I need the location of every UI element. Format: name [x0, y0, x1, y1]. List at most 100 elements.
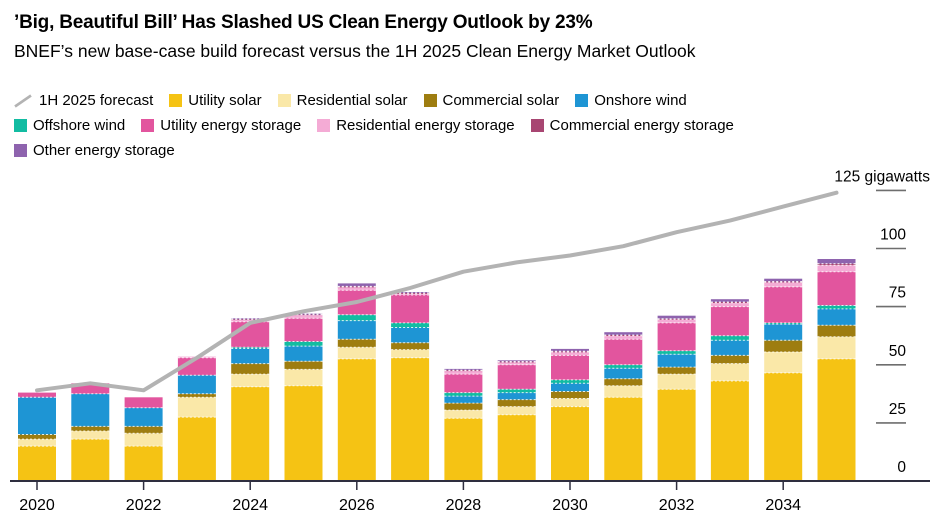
bar-segment-2031-residential-energy-storage [604, 335, 643, 340]
x-tick-label-2020: 2020 [19, 497, 55, 514]
bar-segment-2026-onshore-wind [337, 320, 376, 340]
bar-segment-2024-utility-solar [231, 386, 270, 481]
bar-segment-2024-other-energy-storage [231, 318, 270, 320]
x-tick-label-2032: 2032 [659, 497, 695, 514]
bar-segment-2031-offshore-wind [604, 364, 643, 369]
bar-segment-2028-commercial-energy-storage [444, 370, 483, 372]
bar-segment-2035-commercial-solar [817, 325, 856, 337]
bar-segment-2022-utility-solar [124, 446, 163, 481]
bar-segment-2021-residential-solar [71, 431, 110, 440]
bar-segment-2032-utility-solar [657, 389, 696, 481]
bar-segment-2034-onshore-wind [764, 324, 803, 341]
utility-solar-swatch-icon [169, 94, 183, 107]
chart-subtitle: BNEF’s new base-case build forecast vers… [14, 41, 696, 61]
bar-segment-2023-onshore-wind [177, 375, 216, 394]
x-tick-label-2022: 2022 [126, 497, 162, 514]
bar-segment-2025-commercial-solar [284, 361, 323, 370]
x-tick-label-2024: 2024 [232, 497, 268, 514]
bar-segment-2028-offshore-wind [444, 392, 483, 397]
bar-segment-2033-other-energy-storage [710, 299, 749, 302]
chart-area: 0 25 50 75 100 125 gigawatts 2020 2022 2024 2026 2… [0, 162, 932, 527]
residential-solar-swatch-icon [277, 94, 291, 107]
bar-segment-2029-residential-energy-storage [497, 362, 536, 365]
bar-segment-2021-utility-solar [71, 439, 110, 481]
bar-segment-2035-other-energy-storage [817, 259, 856, 264]
legend-item-residential-energy-storage: Residential energy storage [317, 117, 515, 134]
bar-segment-2027-onshore-wind [391, 327, 430, 343]
bar-segment-2031-residential-solar [604, 385, 643, 398]
bar-segment-2027-utility-solar [391, 357, 430, 481]
x-tick-label-2030: 2030 [552, 497, 588, 514]
bar-segment-2032-commercial-solar [657, 367, 696, 375]
legend-label: Other energy storage [33, 142, 175, 159]
y-tick-label-25: 25 [889, 401, 906, 418]
bar-segment-2025-offshore-wind [284, 341, 323, 347]
bar-segment-2027-other-energy-storage [391, 292, 430, 293]
onshore-wind-swatch-icon [575, 94, 589, 107]
bar-segment-2029-onshore-wind [497, 392, 536, 400]
bar-segment-2032-offshore-wind [657, 350, 696, 355]
bar-segment-2023-commercial-solar [177, 393, 216, 398]
bar-segment-2034-utility-energy-storage [764, 286, 803, 323]
bar-segment-2023-residential-solar [177, 397, 216, 418]
bar-segment-2035-onshore-wind [817, 308, 856, 326]
bar-segment-2029-offshore-wind [497, 389, 536, 393]
bar-segment-2025-residential-energy-storage [284, 314, 323, 319]
bar-segment-2035-residential-energy-storage [817, 265, 856, 272]
bar-segment-2024-utility-energy-storage [231, 321, 270, 348]
bar-segment-2025-utility-solar [284, 385, 323, 481]
bar-segment-2020-commercial-solar [18, 434, 56, 440]
legend-row: Offshore wind Utility energy storage Resid… [14, 113, 926, 138]
bar-segment-2034-residential-energy-storage [764, 282, 803, 287]
bar-segment-2035-offshore-wind [817, 305, 856, 309]
bar-segment-2024-offshore-wind [231, 347, 270, 349]
legend-item-1h-2025-forecast: 1H 2025 forecast [14, 92, 153, 109]
bar-segment-2031-utility-energy-storage [604, 339, 643, 365]
bar-segment-2029-other-energy-storage [497, 360, 536, 362]
bar-segment-2030-other-energy-storage [551, 348, 589, 352]
bar-segment-2024-residential-energy-storage [231, 319, 270, 322]
bar-segment-2035-commercial-energy-storage [817, 263, 856, 266]
legend-label: Onshore wind [594, 92, 687, 109]
bar-segment-2026-utility-solar [337, 358, 376, 481]
chart-svg: 0 25 50 75 100 125 gigawatts 2020 2022 2024 2026 2… [10, 168, 930, 514]
forecast-line-icon [14, 93, 32, 108]
bar-segment-2030-utility-energy-storage [551, 355, 589, 380]
bar-segment-2024-onshore-wind [231, 348, 270, 364]
bar-segment-2026-residential-solar [337, 347, 376, 359]
bar-segment-2021-onshore-wind [71, 393, 110, 427]
y-tick-label-75: 75 [889, 285, 906, 302]
bar-segment-2035-utility-energy-storage [817, 271, 856, 306]
bar-segment-2027-commercial-solar [391, 342, 430, 350]
bar-segment-2030-residential-solar [551, 398, 589, 407]
bar-segment-2028-other-energy-storage [444, 368, 483, 371]
bar-segment-2029-utility-energy-storage [497, 364, 536, 390]
legend-item-offshore-wind: Offshore wind [14, 117, 125, 134]
bar-segment-2033-utility-energy-storage [710, 306, 749, 336]
bar-segment-2031-commercial-energy-storage [604, 335, 643, 336]
bar-segment-2026-commercial-energy-storage [337, 286, 376, 288]
legend-item-utility-energy-storage: Utility energy storage [141, 117, 301, 134]
bar-segment-2034-other-energy-storage [764, 278, 803, 282]
forecast-line [35, 190, 839, 393]
bar-segment-2030-onshore-wind [551, 383, 589, 392]
legend-label: Utility energy storage [160, 117, 302, 134]
y-tick-label-50: 50 [889, 343, 907, 360]
y-tick-label-125: 125 gigawatts [834, 168, 930, 185]
bar-segment-2032-residential-energy-storage [657, 319, 696, 323]
bar-segment-2032-other-energy-storage [657, 315, 696, 319]
bar-segment-2033-commercial-energy-storage [710, 302, 749, 303]
bar-segment-2032-commercial-energy-storage [657, 318, 696, 320]
bar-segment-2028-commercial-solar [444, 403, 483, 411]
bar-segment-2023-utility-solar [177, 417, 216, 481]
bar-segment-2022-utility-energy-storage [124, 397, 163, 408]
bar-segment-2035-residential-solar [817, 336, 856, 359]
bar-segment-2021-utility-energy-storage [71, 383, 110, 394]
legend-label: Commercial energy storage [549, 117, 734, 134]
bar-segment-2020-onshore-wind [18, 397, 56, 435]
commercial-solar-swatch-icon [423, 94, 437, 107]
bar-segment-2032-residential-solar [657, 374, 696, 390]
chart-title: ’Big, Beautiful Bill’ Has Slashed US Cle… [14, 12, 593, 33]
legend-item-onshore-wind: Onshore wind [575, 92, 687, 109]
x-tick-label-2026: 2026 [339, 497, 375, 514]
